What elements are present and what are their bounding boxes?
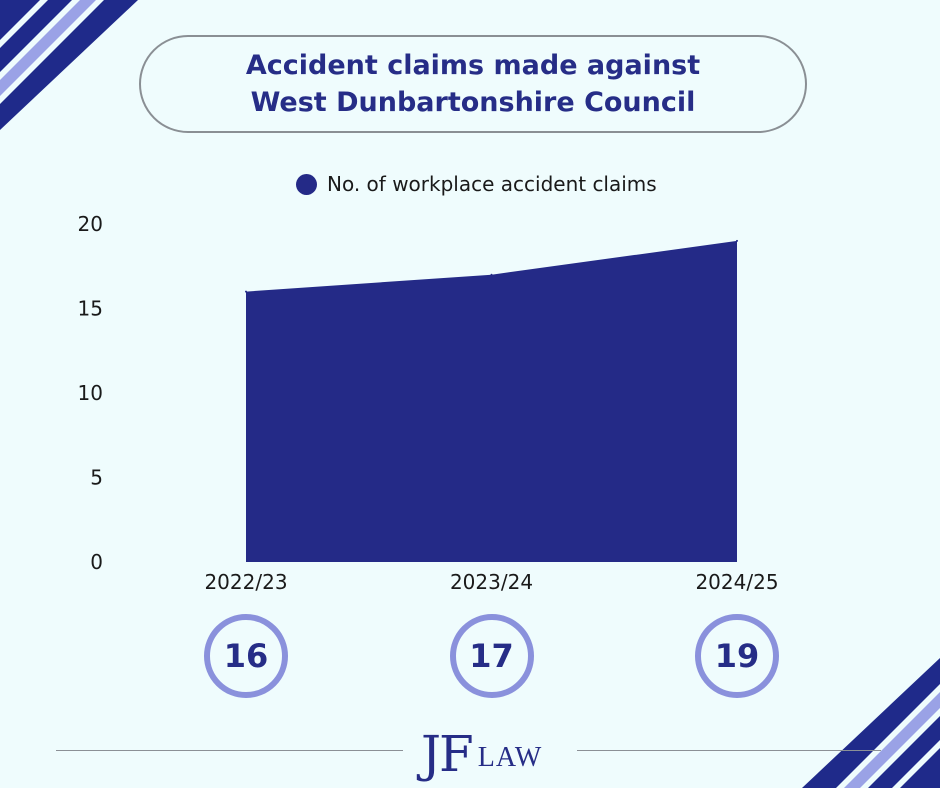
data-point-2023-24 [490, 273, 493, 276]
area-series-workplace-accident-claims [246, 240, 737, 562]
y-tick-label-10: 10 [78, 381, 103, 405]
x-tick-label-2023-24: 2023/24 [449, 570, 534, 594]
x-tick-label-2022-23: 2022/23 [204, 570, 288, 594]
value-badge-2024-25: 19 [695, 614, 779, 698]
data-point-2022-23 [245, 290, 247, 293]
footer-divider-left [56, 750, 403, 751]
data-point-2024-25 [736, 239, 738, 242]
legend-marker [296, 173, 317, 195]
value-badge-2022-23: 16 [204, 614, 288, 698]
y-tick-label-5: 5 [90, 466, 103, 490]
chart-title-line-1: Accident claims made against [245, 50, 701, 81]
y-tick-label-20: 20 [78, 212, 103, 236]
logo-mark: JF [421, 725, 474, 783]
chart-legend: No. of workplace accident claims [296, 172, 657, 196]
y-tick-label-15: 15 [78, 297, 103, 321]
chart-title: Accident claims made against West Dunbar… [139, 35, 807, 133]
footer-divider-right [577, 750, 881, 751]
value-badge-2023-24: 17 [449, 614, 534, 698]
logo-text: LAW [477, 742, 543, 773]
y-tick-label-0: 0 [90, 550, 103, 574]
legend-label: No. of workplace accident claims [327, 172, 657, 196]
jf-law-logo: JF LAW [421, 724, 542, 780]
chart-title-line-2: West Dunbartonshire Council [250, 87, 696, 118]
x-tick-label-2024-25: 2024/25 [695, 570, 779, 594]
